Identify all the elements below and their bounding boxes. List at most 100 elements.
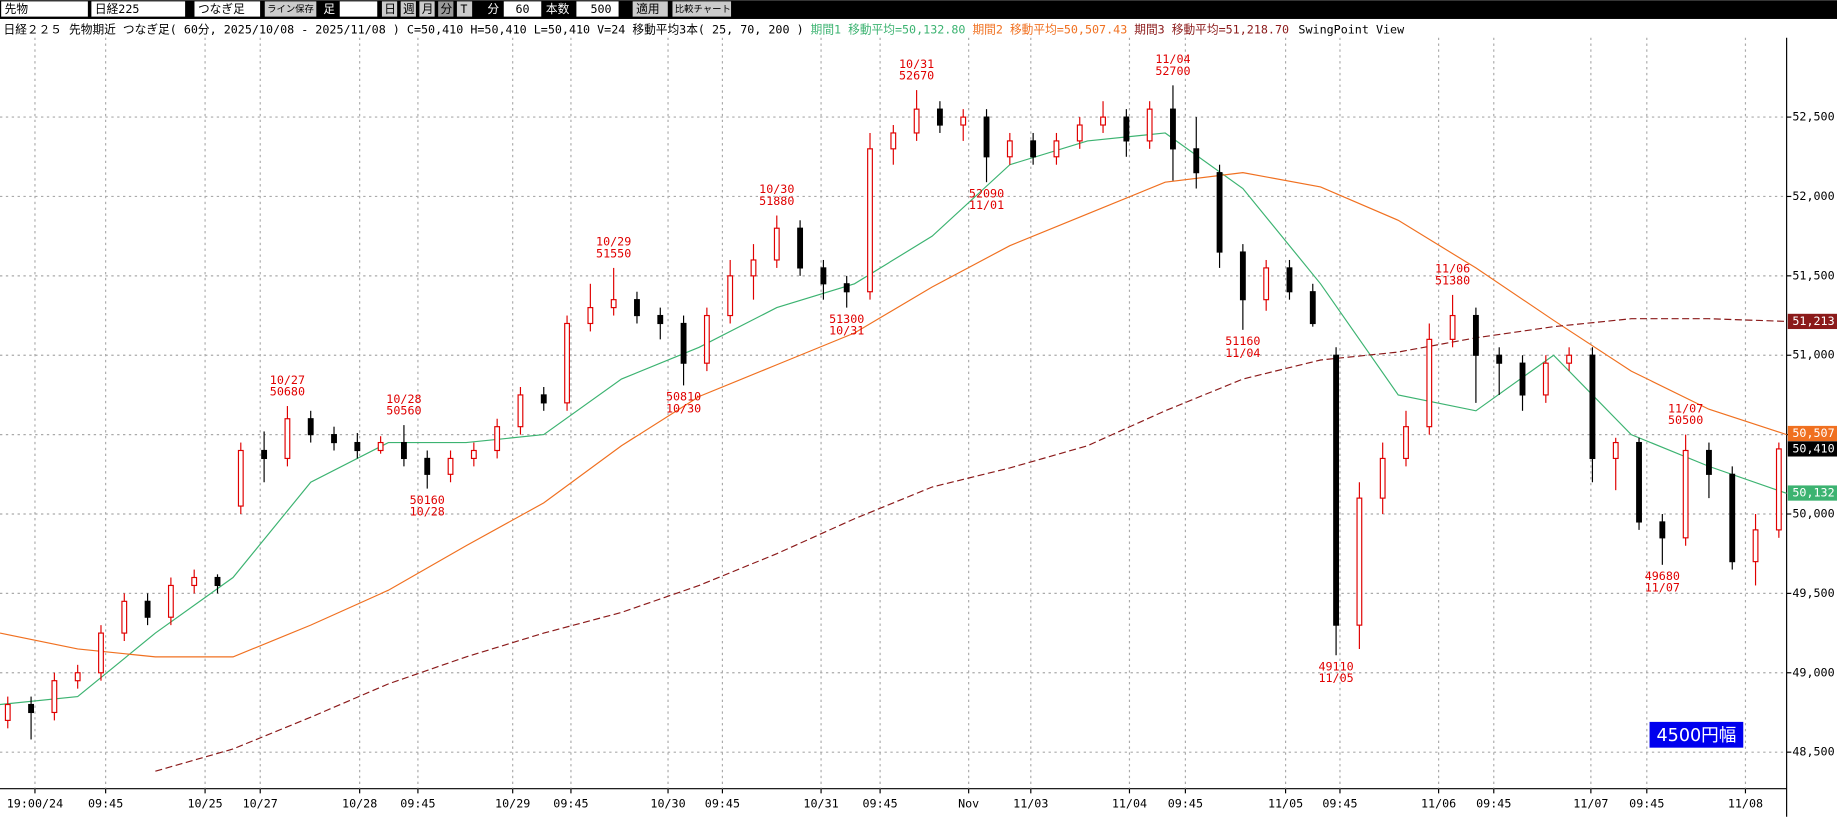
minutes: 60 [515,2,529,16]
swing-date: 11/04 [1155,52,1190,66]
swing-price: 50680 [270,384,305,398]
candle-body [727,275,734,317]
apply: 適用 [636,2,659,16]
candle-body [1030,140,1037,158]
y-tick-label: 48,500 [1792,745,1834,759]
candle-body [424,457,431,475]
minute: 分 [441,2,453,16]
symbol-select[interactable] [91,1,186,17]
candle-body [1752,529,1759,563]
y-tick-label: 50,000 [1792,507,1834,521]
count: 500 [590,2,611,16]
candle-body [1566,354,1573,364]
y-tick-label: 51,500 [1792,268,1834,282]
ma-line [0,132,1787,706]
week: 週 [403,2,415,16]
candle-body [797,227,804,269]
price-tag [1787,441,1837,457]
candle-body [983,116,990,158]
swing-price: 52700 [1155,64,1190,78]
swing-date: 11/04 [1225,346,1260,360]
x-tick-label: 11/03 [1013,796,1048,810]
swing-price: 51880 [759,194,794,208]
save-button[interactable] [264,1,317,17]
price-tag-label: 50,132 [1792,486,1834,500]
swing-price: 52670 [899,69,934,83]
candle-body [587,307,594,325]
candle-body [401,441,407,460]
swing-date: 10/30 [759,182,794,196]
swing-date: 10/28 [410,505,445,519]
candle-body [1309,291,1316,325]
x-tick-label: 11/04 [1112,796,1147,810]
candle-body [377,441,384,452]
x-tick-label: 09:45 [400,796,435,810]
candle-body [1612,441,1619,460]
candle-body [167,584,174,618]
tick-button[interactable] [456,1,473,17]
x-tick-label: 09:45 [88,796,123,810]
swing-date: 10/29 [596,235,631,249]
x-tick-label: 10/30 [650,796,685,810]
candle-body [540,394,547,404]
candle-body [657,314,664,325]
market-select[interactable] [1,1,88,17]
candle-body [74,672,81,682]
candle-body [1286,267,1293,293]
candle-body [890,132,897,150]
minute-button[interactable] [438,1,454,17]
candle-body [470,449,477,460]
candle-body [1356,497,1363,626]
y-tick-label: 49,500 [1792,586,1834,600]
x-tick-label: 09:45 [1168,796,1203,810]
minute-unit: 分 [487,2,499,16]
info-ma1: 期間1 移動平均=50,132.80 [811,22,966,36]
compare-button[interactable] [672,1,732,17]
save: ライン保存 [267,3,314,15]
badge: 4500円幅 [1656,726,1736,746]
candle-body [1100,116,1106,126]
candle-body [1659,521,1666,539]
x-tick-label: 09:45 [1629,796,1664,810]
minutes-input[interactable] [503,1,542,17]
apply-button[interactable] [632,1,668,17]
candle-body [634,299,640,317]
day: 日 [384,2,396,16]
x-tick-label: 09:45 [862,796,897,810]
day-button[interactable] [381,1,398,17]
y-tick-label: 52,500 [1792,110,1834,124]
candle-body [1589,354,1596,460]
info-main: 日経２２５ 先物期近 つなぎ足( 60分, 2025/10/08 - 2025/… [4,22,804,36]
swing-date: 11/01 [969,198,1004,212]
candle-body [1333,354,1340,626]
market: 先物 [5,2,29,16]
candle-body [867,148,873,293]
candle-body [191,576,198,587]
candle-body [1682,449,1689,539]
candle-body [284,418,291,460]
swing-date: 11/07 [1668,401,1703,415]
month-button[interactable] [419,1,435,17]
swing-price: 50560 [386,404,421,418]
x-tick-label: 09:45 [553,796,588,810]
swing-date: 10/27 [270,373,305,387]
candle-body [820,267,827,285]
mode-select[interactable] [194,1,261,17]
count-input[interactable] [576,1,619,17]
candle-body [261,449,268,460]
y-tick-label: 52,000 [1792,189,1834,203]
candle-body [1519,362,1526,396]
price-tag-label: 50,410 [1792,441,1834,455]
info-ma2: 期間2 移動平均=50,507.43 [972,22,1127,36]
candle-body [703,314,710,364]
candle-body [843,283,850,293]
bar-input[interactable] [339,1,378,17]
week-button[interactable] [400,1,416,17]
candle-body [773,227,780,261]
swing-price: 49110 [1318,660,1353,674]
candle-body [214,576,221,587]
candle-body [447,457,454,475]
toolbar: 先物 日経225 つなぎ足 ライン保存 足 日 週 月 分 T 分 60 本数 … [0,0,1837,19]
candle-body [1449,314,1456,340]
